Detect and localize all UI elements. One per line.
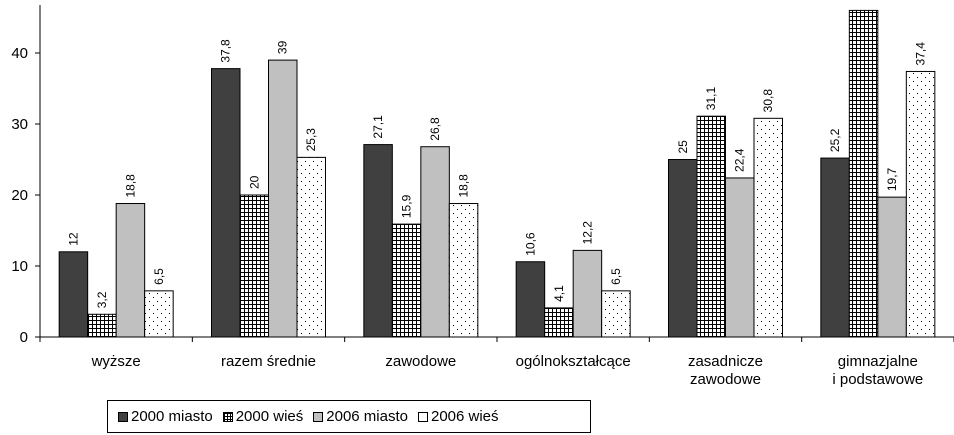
bar-value-label: 37,8	[219, 39, 233, 63]
category-label: i podstawowe	[832, 371, 923, 388]
legend-label: 2006 miasto	[326, 408, 408, 425]
bar-value-label: 27,1	[371, 115, 385, 139]
bars	[58, 9, 936, 338]
bar-chart: 0 10 20 30 40 12 3,2 18,8 6,5 37,8 20 39 25,3 27,1 15…	[11, 5, 954, 388]
bar	[268, 59, 298, 338]
bar-value-label: 37,4	[914, 42, 928, 66]
bar-labels: 12 3,2 18,8 6,5 37,8 20 39 25,3 27,1 15,9 26,8 18,8…	[66, 39, 927, 308]
legend-swatch	[417, 411, 428, 422]
legend-label: 2000 miasto	[131, 408, 213, 425]
bar	[58, 251, 89, 338]
legend-swatch	[118, 411, 128, 422]
bar	[144, 290, 174, 338]
bar	[391, 223, 422, 338]
category-label: ogólnokształcące	[516, 353, 631, 370]
bar-value-label: 25,3	[304, 128, 318, 152]
bar-value-label: 19,7	[885, 167, 899, 191]
category-label: razem średnie	[221, 353, 316, 370]
bar-value-label: 22,4	[733, 148, 747, 172]
bar	[601, 290, 631, 338]
category-label: zawodowe	[690, 371, 761, 388]
y-tick-label: 10	[11, 258, 28, 275]
bar	[668, 159, 698, 338]
bar-value-label: 6,5	[152, 268, 166, 285]
y-tick-label: 20	[11, 187, 28, 204]
y-tick-label: 0	[20, 329, 28, 346]
bar-value-label: 3,2	[95, 291, 109, 308]
legend-item: 2000 miasto	[118, 408, 213, 425]
legend-swatch	[222, 411, 233, 422]
bar-value-label: 25,2	[828, 128, 842, 152]
bar	[725, 177, 755, 338]
legend-item: 2006 wieś	[417, 408, 499, 425]
bar-value-label: 25	[676, 140, 690, 154]
legend-item: 2000 wieś	[222, 408, 304, 425]
bar-value-label: 12	[66, 232, 80, 246]
bar-value-label: 20	[247, 175, 261, 189]
bar	[515, 261, 546, 338]
legend-label: 2006 wieś	[430, 408, 499, 425]
bar	[572, 249, 603, 338]
bar-value-label: 10,6	[523, 232, 537, 256]
bar	[420, 146, 450, 338]
category-label: zawodowe	[385, 353, 456, 370]
bar-value-label: 12,2	[580, 221, 594, 245]
bar	[696, 115, 726, 338]
bar-value-label: 6,5	[609, 268, 623, 285]
legend-label: 2000 wieś	[235, 408, 304, 425]
bar-value-label: 31,1	[704, 87, 718, 111]
y-axis: 0 10 20 30 40	[11, 5, 41, 346]
bar	[296, 156, 326, 338]
category-label: gimnazjalne	[838, 353, 918, 370]
bar-value-label: 30,8	[761, 89, 775, 113]
legend: 2000 miasto 2000 wieś 2006 miasto 2006 wieś	[107, 400, 591, 433]
bar-value-label: 15,9	[400, 194, 414, 218]
bar	[544, 307, 574, 338]
bar	[905, 70, 936, 338]
bar	[211, 68, 241, 338]
bar-value-label: 18,8	[457, 174, 471, 198]
category-label: zasadnicze	[688, 353, 763, 370]
bar	[848, 9, 879, 338]
legend-swatch	[313, 411, 324, 422]
bar-value-label: 39	[276, 40, 290, 54]
bar	[363, 144, 393, 338]
bar-value-label: 18,8	[123, 174, 137, 198]
bar	[448, 203, 479, 338]
y-tick-label: 40	[11, 45, 28, 62]
bar-value-label: 26,8	[428, 117, 442, 141]
y-tick-label: 30	[11, 116, 28, 133]
category-labels: wyższe razem średnie zawodowe ogólnokształc…	[91, 353, 924, 388]
bar	[239, 194, 269, 338]
x-axis	[39, 336, 954, 342]
bar	[820, 157, 850, 338]
bar	[115, 203, 146, 338]
bar	[753, 117, 783, 338]
bar-value-label: 4,1	[552, 285, 566, 302]
bar	[877, 196, 907, 338]
legend-item: 2006 miasto	[313, 408, 408, 425]
category-label: wyższe	[91, 353, 141, 370]
bar	[87, 313, 117, 338]
